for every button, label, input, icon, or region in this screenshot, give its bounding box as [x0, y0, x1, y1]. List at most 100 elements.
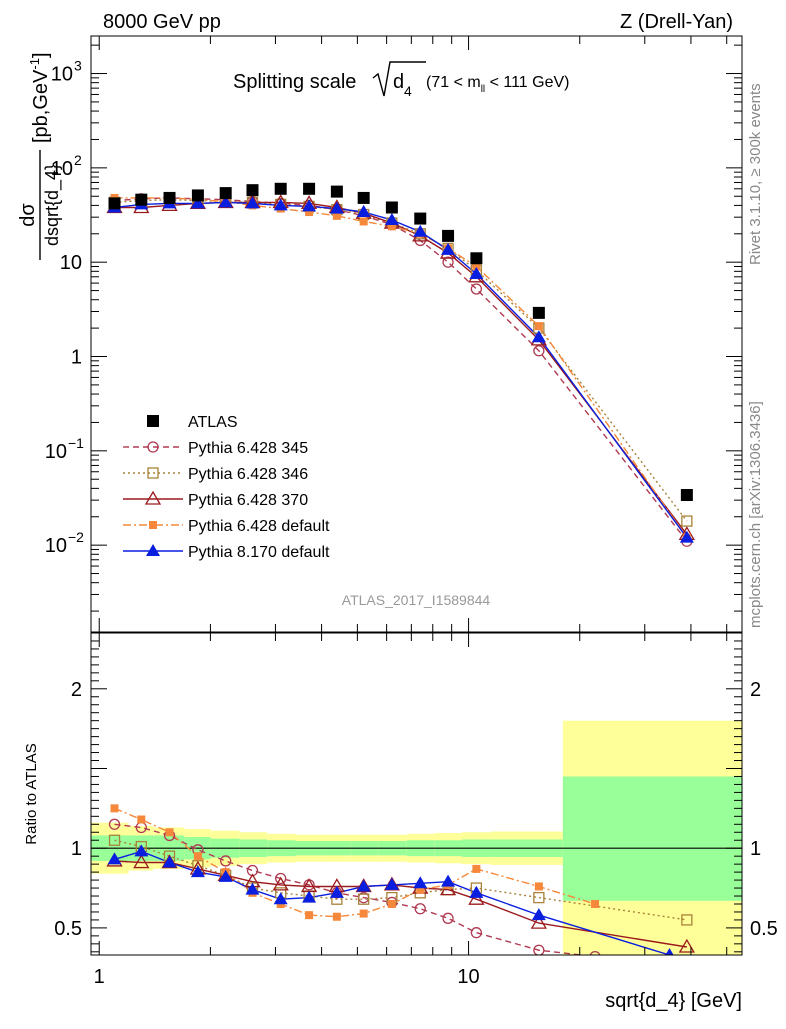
y-tick-label: 1 — [71, 347, 82, 369]
ratio-point-py8 — [162, 855, 177, 868]
rivet-label: Rivet 3.1.10, ≥ 300k events — [747, 83, 764, 265]
ratio-point-pydef — [137, 815, 146, 824]
ratio-point-pydef — [110, 804, 119, 813]
main-point-ATLAS — [442, 229, 455, 242]
x-tick-label: 10 — [457, 966, 479, 988]
ratio-point-pydef — [193, 852, 202, 861]
ratio-point-py370 — [133, 854, 150, 869]
ratio-point-py345 — [220, 855, 232, 867]
ratio-point-py8 — [665, 948, 674, 955]
main-point-pydef — [387, 222, 396, 231]
main-point-ATLAS — [108, 197, 121, 210]
title-range-suffix: < 111 GeV) — [485, 74, 569, 91]
main-point-py345 — [470, 283, 483, 295]
ylabel-unit-text: [pb,GeV — [30, 69, 52, 143]
analysis-watermark: ATLAS_2017_I1589844 — [342, 592, 491, 608]
main-line-py8 — [114, 201, 688, 539]
main-point-ATLAS — [414, 212, 427, 225]
main-point-ATLAS — [470, 252, 483, 265]
main-point-pydef — [359, 217, 368, 226]
legend-marker-pydef — [149, 521, 157, 529]
ratio-point-py8 — [441, 874, 456, 887]
ratio-line-py345 — [114, 823, 588, 955]
main-point-py8 — [413, 224, 428, 237]
main-point-py8 — [679, 530, 694, 543]
main-y-label: dσ dsqrt{d_4} [pb,GeV-1] — [17, 52, 63, 260]
y-tick-label-exp: −2 — [68, 529, 84, 545]
ratio-line-py370 — [114, 860, 688, 948]
ylabel-unit-sup: -1 — [27, 58, 42, 70]
ratio-point-py8 — [413, 876, 428, 889]
mcplots-label: mcplots.cern.ch [arXiv:1306.3436] — [747, 401, 764, 628]
y-tick-label: 10 — [45, 535, 67, 557]
ratio-point-py8 — [107, 852, 122, 865]
ratio-point-pydef — [165, 828, 174, 837]
header-right: Z (Drell-Yan) — [620, 11, 733, 33]
title-var: d — [393, 71, 404, 93]
main-series-lines — [114, 197, 688, 542]
ratio-point-py346 — [533, 891, 545, 904]
sqrt-sign — [372, 61, 426, 97]
ratio-point-py370 — [272, 876, 289, 891]
legend-marker-py370 — [144, 490, 162, 505]
y-tick-label-exp: 2 — [74, 152, 82, 168]
title-range-prefix: (71 < m — [426, 74, 481, 91]
ratio-point-py345 — [533, 944, 545, 955]
legend: ATLAS Pythia 6.428 345 Pythia 6.428 346 Pyt… — [123, 414, 330, 561]
ratio-point-py8 — [356, 879, 371, 892]
legend-marker-py8 — [146, 544, 160, 556]
main-point-ATLAS — [135, 193, 148, 206]
ratio-point-py8 — [329, 885, 344, 898]
ratio-line-py8 — [114, 850, 670, 955]
ratio-point-py8 — [469, 885, 484, 898]
ratio-point-pydef — [359, 909, 368, 918]
main-point-py8 — [218, 195, 233, 208]
ratio-point-pydef — [416, 885, 425, 894]
ratio-point-py8 — [273, 892, 288, 905]
y-tick-label: 10 — [45, 441, 67, 463]
y-tick-label: 10 — [60, 252, 82, 274]
ratio-point-py346 — [108, 834, 121, 846]
main-point-py8 — [531, 330, 546, 343]
ratio-point-py345 — [589, 950, 601, 955]
main-point-py8 — [384, 213, 399, 226]
ratio-series-lines — [114, 807, 688, 955]
main-line-py370 — [114, 201, 688, 535]
ratio-y-tick-label: 1 — [71, 838, 82, 860]
main-point-ATLAS — [246, 184, 259, 197]
legend-label-py345: Pythia 6.428 345 — [188, 440, 308, 457]
main-point-py8 — [302, 199, 317, 212]
legend-marker-py346 — [147, 467, 159, 479]
ratio-point-py370 — [468, 890, 485, 905]
legend-label-py346: Pythia 6.428 346 — [188, 466, 308, 483]
ratio-point-pydef — [591, 899, 600, 908]
ratio-point-py345 — [414, 903, 426, 915]
ratio-point-py8 — [190, 865, 205, 878]
title-range-sub: ll — [481, 84, 485, 95]
ratio-y-tick-label: 2 — [71, 679, 82, 701]
legend-label-ATLAS: ATLAS — [188, 414, 238, 431]
ratio-point-py345 — [108, 818, 121, 830]
main-point-ATLAS — [303, 182, 316, 195]
main-point-ATLAS — [219, 187, 232, 200]
main-point-ATLAS — [274, 182, 287, 195]
ylabel-unit-end: ] — [30, 52, 52, 58]
main-line-pydef — [114, 197, 688, 539]
legend-marker-ATLAS — [147, 415, 159, 427]
plot-title: Splitting scale d 4 (71 < mll < 111 GeV) — [233, 61, 569, 99]
y-tick-label: 10 — [51, 64, 73, 86]
y-tick-label-exp: 3 — [74, 58, 82, 74]
ratio-y-tick-label-right: 2 — [750, 679, 761, 701]
ratio-y-tick-label-right: 1 — [750, 838, 761, 860]
ratio-point-pydef — [332, 912, 341, 921]
y-tick-label: 10 — [51, 158, 73, 180]
main-point-ATLAS — [191, 189, 204, 202]
ratio-point-py8 — [134, 844, 149, 857]
title-var-sub: 4 — [404, 83, 412, 99]
main-point-py346 — [681, 515, 693, 527]
ratio-point-py8 — [218, 869, 233, 882]
main-point-py8 — [469, 266, 484, 279]
main-line-py345 — [114, 197, 688, 542]
